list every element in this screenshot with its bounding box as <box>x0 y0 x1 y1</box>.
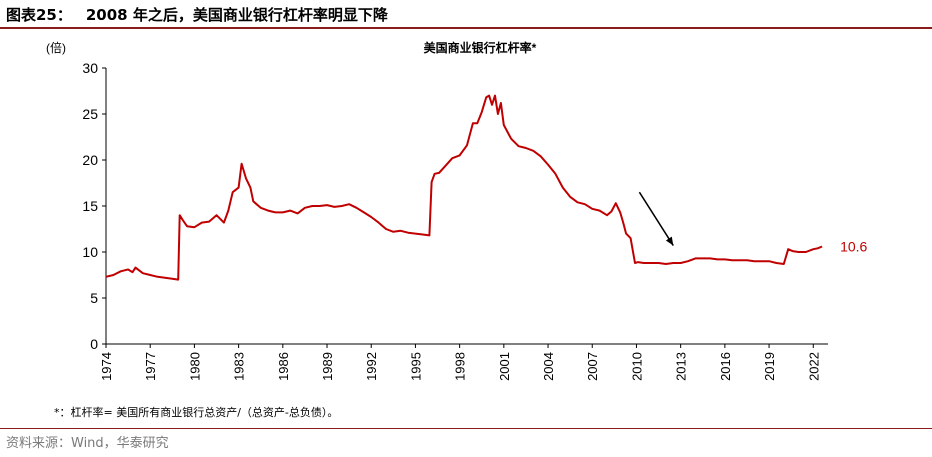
footnote: *：杠杆率= 美国所有商业银行总资产/（总资产-总负债）。 <box>54 406 339 419</box>
x-tick-label: 1983 <box>232 352 247 381</box>
x-tick-label: 2022 <box>806 352 821 381</box>
y-tick-label: 15 <box>82 198 98 214</box>
x-tick-label: 2013 <box>674 352 689 381</box>
figure-title-text: 2008 年之后，美国商业银行杠杆率明显下降 <box>85 6 388 24</box>
y-axis-label: (倍) <box>46 40 66 55</box>
x-tick-label: 1989 <box>320 352 335 381</box>
y-tick-label: 5 <box>90 290 98 306</box>
y-tick-label: 25 <box>82 106 98 122</box>
bottom-rule <box>0 428 932 429</box>
annotation-arrow-shaft <box>638 191 674 246</box>
series-marks: 10.6 <box>105 94 868 281</box>
y-tick-label: 0 <box>90 336 98 352</box>
x-tick-label: 2019 <box>762 352 777 381</box>
y-tick-label: 10 <box>82 244 98 260</box>
y-tick-label: 20 <box>82 152 98 168</box>
x-tick-label: 2001 <box>497 352 512 381</box>
x-tick-label: 2010 <box>629 352 644 381</box>
top-rule <box>0 27 932 29</box>
x-tick-label: 1992 <box>364 352 379 381</box>
leverage-series-line <box>105 94 823 281</box>
x-tick-label: 1995 <box>408 352 423 381</box>
chart-title: 美国商业银行杠杆率* <box>424 40 537 55</box>
figure-title: 图表25： 2008 年之后，美国商业银行杠杆率明显下降 <box>6 4 388 25</box>
end-value-label: 10.6 <box>840 238 867 254</box>
x-tick-label: 1986 <box>276 352 291 381</box>
x-tick-label: 1977 <box>143 352 158 381</box>
figure-label: 图表25： <box>6 6 72 24</box>
x-tick-label: 2004 <box>541 352 556 381</box>
x-tick-label: 1980 <box>187 352 202 381</box>
x-tick-label: 1974 <box>99 352 114 381</box>
source-note: 资料来源：Wind，华泰研究 <box>6 436 169 451</box>
x-tick-label: 2007 <box>585 352 600 381</box>
line-chart: 美国商业银行杠杆率* (倍) 0 5 10 15 20 25 30 1974 1977 1980 1… <box>46 40 868 381</box>
annotation-arrow-head <box>665 236 674 246</box>
x-tick-label: 2016 <box>718 352 733 381</box>
y-tick-label: 30 <box>82 60 98 76</box>
x-tick-label: 1998 <box>453 352 468 381</box>
axes: 0 5 10 15 20 25 30 1974 1977 1980 1983 1986 1989 1992… <box>82 60 828 381</box>
